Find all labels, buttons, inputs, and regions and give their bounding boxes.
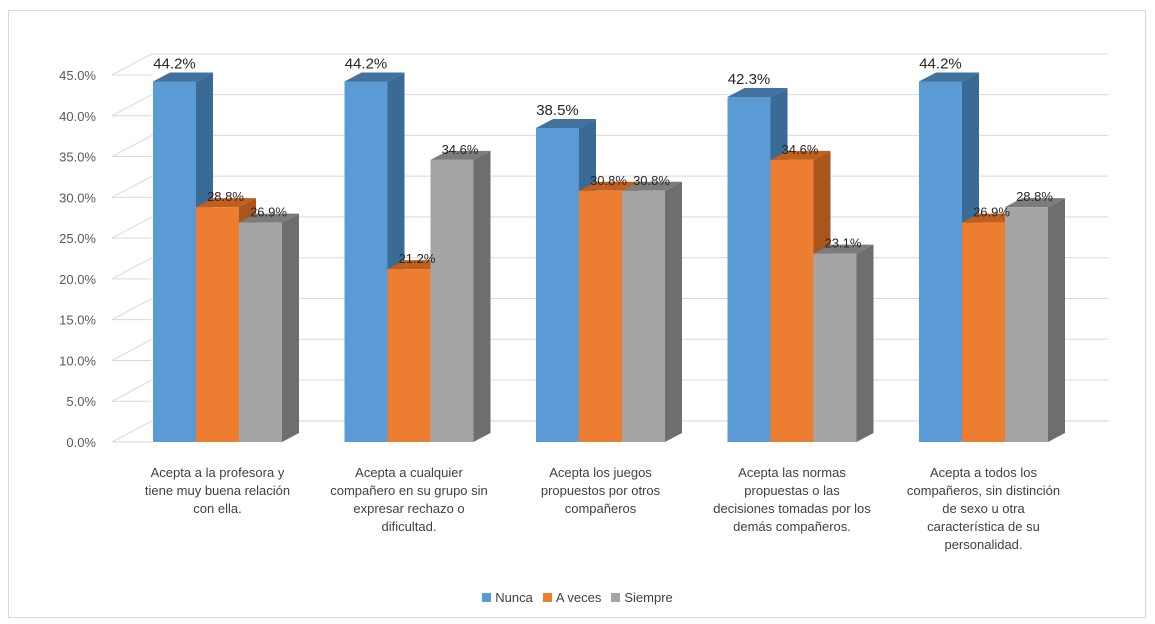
legend-swatch: [482, 593, 492, 602]
data-label: 30.8%: [590, 173, 627, 188]
data-label: 42.3%: [728, 71, 771, 88]
bar-top: [622, 181, 682, 191]
legend-swatch: [611, 593, 621, 602]
data-label: 26.9%: [250, 205, 287, 220]
category-label: Acepta a la profesora y tiene muy buena …: [144, 465, 291, 516]
bar-top: [153, 72, 213, 82]
category-label: Acepta a cualquier compañero en su grupo…: [330, 465, 488, 534]
gridline-depth: [111, 298, 153, 321]
data-label: 34.6%: [442, 142, 479, 157]
gridline-depth: [111, 420, 153, 443]
y-tick-label: 35.0%: [59, 150, 96, 165]
y-tick-label: 30.0%: [59, 190, 96, 205]
bar-top: [239, 213, 299, 223]
bar-siempre: [239, 222, 282, 442]
bar-siempre: [1005, 207, 1048, 442]
legend: Nunca A veces Siempre: [0, 590, 1155, 605]
y-tick-label: 20.0%: [59, 272, 96, 287]
data-label: 26.9%: [973, 205, 1010, 220]
legend-item-a-veces: A veces: [542, 590, 602, 605]
bar-siempre: [430, 159, 474, 442]
y-tick-label: 15.0%: [59, 313, 96, 328]
legend-label: Nunca: [495, 590, 533, 605]
y-tick-label: 25.0%: [59, 231, 96, 246]
y-axis-ticks: 0.0% 5.0% 10.0% 15.0% 20.0% 25.0% 30.0% 35.0% 40…: [59, 68, 96, 450]
y-tick-label: 45.0%: [59, 68, 96, 83]
bar-nunca: [536, 128, 579, 442]
bar-top: [430, 150, 491, 160]
bar-nunca: [727, 97, 771, 443]
data-label: 44.2%: [153, 56, 196, 73]
legend-label: A veces: [555, 590, 602, 605]
category-label: Acepta a todos los compañeros, sin disti…: [906, 465, 1061, 552]
gridline-depth: [111, 216, 153, 239]
bar-top: [196, 198, 256, 208]
bar-nunca: [153, 81, 196, 442]
data-label: 21.2%: [399, 251, 436, 266]
data-label: 44.2%: [345, 56, 388, 73]
data-label: 28.8%: [207, 189, 244, 204]
bar-a-veces: [387, 269, 431, 442]
bar-side: [665, 181, 682, 442]
bar-top: [727, 88, 788, 98]
gridline-depth: [111, 175, 153, 198]
data-label: 28.8%: [1016, 189, 1053, 204]
bar-a-veces: [962, 222, 1005, 442]
category-label: Acepta los juegos propuestos por otros c…: [540, 465, 661, 516]
bar-siempre: [622, 190, 665, 442]
data-label: 44.2%: [919, 56, 962, 73]
bar-nunca: [919, 81, 962, 442]
gridline-depth: [111, 53, 153, 76]
bar-top: [919, 72, 979, 82]
bar-siempre: [813, 253, 857, 442]
bar-top: [344, 72, 405, 82]
data-labels: 44.2% 28.8% 26.9% 44.2% 21.2% 34.6% 38.5% 30.8%…: [153, 56, 1053, 267]
y-tick-label: 5.0%: [66, 394, 96, 409]
bar-nunca: [344, 81, 388, 442]
bar-top: [770, 150, 831, 160]
gridline-depth: [111, 134, 153, 157]
bar-top: [579, 181, 639, 191]
data-label: 23.1%: [825, 236, 862, 251]
data-label: 38.5%: [536, 102, 579, 119]
legend-swatch: [542, 593, 552, 602]
bar-top: [1005, 198, 1065, 208]
gridline-depth: [111, 379, 153, 402]
gridline-depth: [111, 257, 153, 280]
category-label: Acepta las normas propuestas o las decis…: [713, 465, 871, 534]
bars: [153, 72, 1065, 443]
data-label: 34.6%: [782, 142, 819, 157]
y-tick-label: 40.0%: [59, 109, 96, 124]
bar-side: [282, 213, 299, 442]
gridline-depth: [111, 94, 153, 117]
legend-item-nunca: Nunca: [482, 590, 533, 605]
bar-side: [1048, 198, 1065, 442]
bar-a-veces: [770, 159, 814, 442]
legend-label: Siempre: [624, 590, 673, 605]
data-label: 30.8%: [633, 173, 670, 188]
bar-top: [536, 119, 596, 129]
bar-side: [473, 150, 491, 442]
y-tick-label: 10.0%: [59, 353, 96, 368]
legend-item-siempre: Siempre: [611, 590, 673, 605]
bar-a-veces: [196, 207, 239, 442]
gridline-depth: [111, 338, 153, 361]
bar-a-veces: [579, 190, 622, 442]
y-tick-label: 0.0%: [66, 435, 96, 450]
bar-top: [813, 244, 874, 254]
bar-side: [856, 244, 874, 442]
